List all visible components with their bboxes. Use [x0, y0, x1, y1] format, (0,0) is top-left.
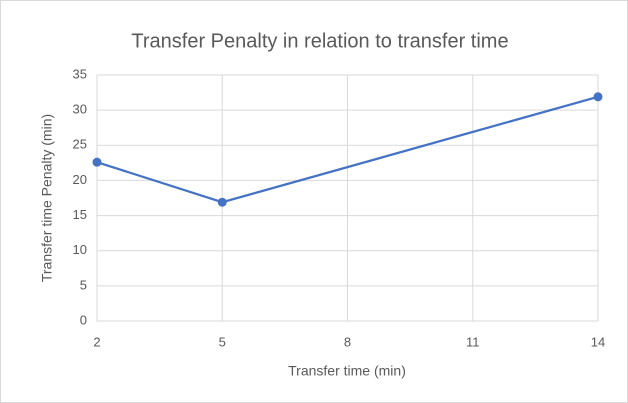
chart-title: Transfer Penalty in relation to transfer…: [131, 30, 508, 52]
x-axis-label: Transfer time (min): [288, 363, 406, 379]
y-tick-label: 25: [73, 137, 87, 152]
data-point: [92, 157, 102, 167]
data-point: [593, 92, 603, 102]
y-tick-label: 20: [73, 172, 87, 187]
y-tick-label: 5: [80, 277, 87, 292]
y-tick-label: 0: [80, 312, 87, 327]
x-tick-label: 14: [591, 334, 605, 349]
data-point: [217, 197, 227, 207]
y-axis-label: Transfer time Penalty (min): [39, 114, 55, 282]
y-tick-label: 15: [73, 207, 87, 222]
y-tick-label: 30: [73, 102, 87, 117]
x-tick-label: 2: [93, 334, 100, 349]
y-tick-label: 35: [73, 66, 87, 81]
y-tick-label: 10: [73, 242, 87, 257]
x-tick-label: 5: [219, 334, 226, 349]
x-tick-label: 8: [344, 334, 351, 349]
x-tick-label: 11: [466, 334, 480, 349]
